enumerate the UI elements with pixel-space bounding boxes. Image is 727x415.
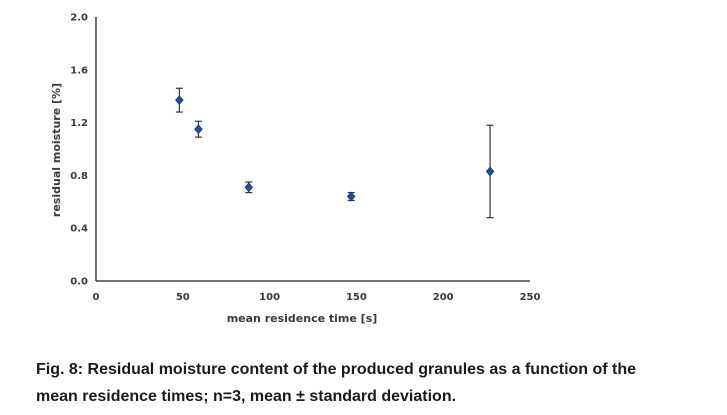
y-axis-title: residual moisture [%] — [50, 83, 63, 217]
data-point — [194, 120, 203, 138]
diamond-marker — [194, 124, 203, 135]
caption-line-2: mean residence times; n=3, mean ± standa… — [36, 388, 457, 405]
diamond-marker — [175, 95, 184, 106]
data-point — [175, 87, 184, 113]
x-tick-labels: 0 50 100 150 200 250 — [93, 292, 541, 303]
data-point — [244, 181, 253, 194]
chart: 0.0 0.4 0.8 1.2 1.6 2.0 0 50 100 150 200 250 mean … — [50, 13, 541, 326]
diamond-marker — [346, 191, 356, 202]
y-tick-label: 1.6 — [70, 65, 88, 76]
data-point — [346, 191, 356, 202]
x-tick-label: 250 — [520, 292, 541, 303]
y-tick-labels: 0.0 0.4 0.8 1.2 1.6 2.0 — [70, 13, 88, 288]
x-tick-label: 0 — [93, 292, 100, 303]
diamond-marker — [485, 166, 495, 177]
data-points — [175, 87, 495, 219]
y-tick-label: 0.8 — [70, 171, 88, 182]
x-axis-title: mean residence time [s] — [227, 312, 378, 325]
y-tick-label: 0.0 — [70, 277, 88, 288]
x-tick-label: 200 — [433, 292, 454, 303]
figure-caption: Fig. 8: Residual moisture content of the… — [36, 356, 716, 410]
y-tick-label: 0.4 — [70, 224, 88, 235]
caption-line-1: Fig. 8: Residual moisture content of the… — [36, 361, 637, 378]
y-tick-label: 1.2 — [70, 118, 88, 129]
data-point — [485, 124, 495, 219]
y-tick-label: 2.0 — [70, 13, 88, 24]
x-tick-label: 150 — [346, 292, 367, 303]
diamond-marker — [244, 182, 253, 193]
x-tick-label: 50 — [176, 292, 190, 303]
x-tick-label: 100 — [259, 292, 280, 303]
